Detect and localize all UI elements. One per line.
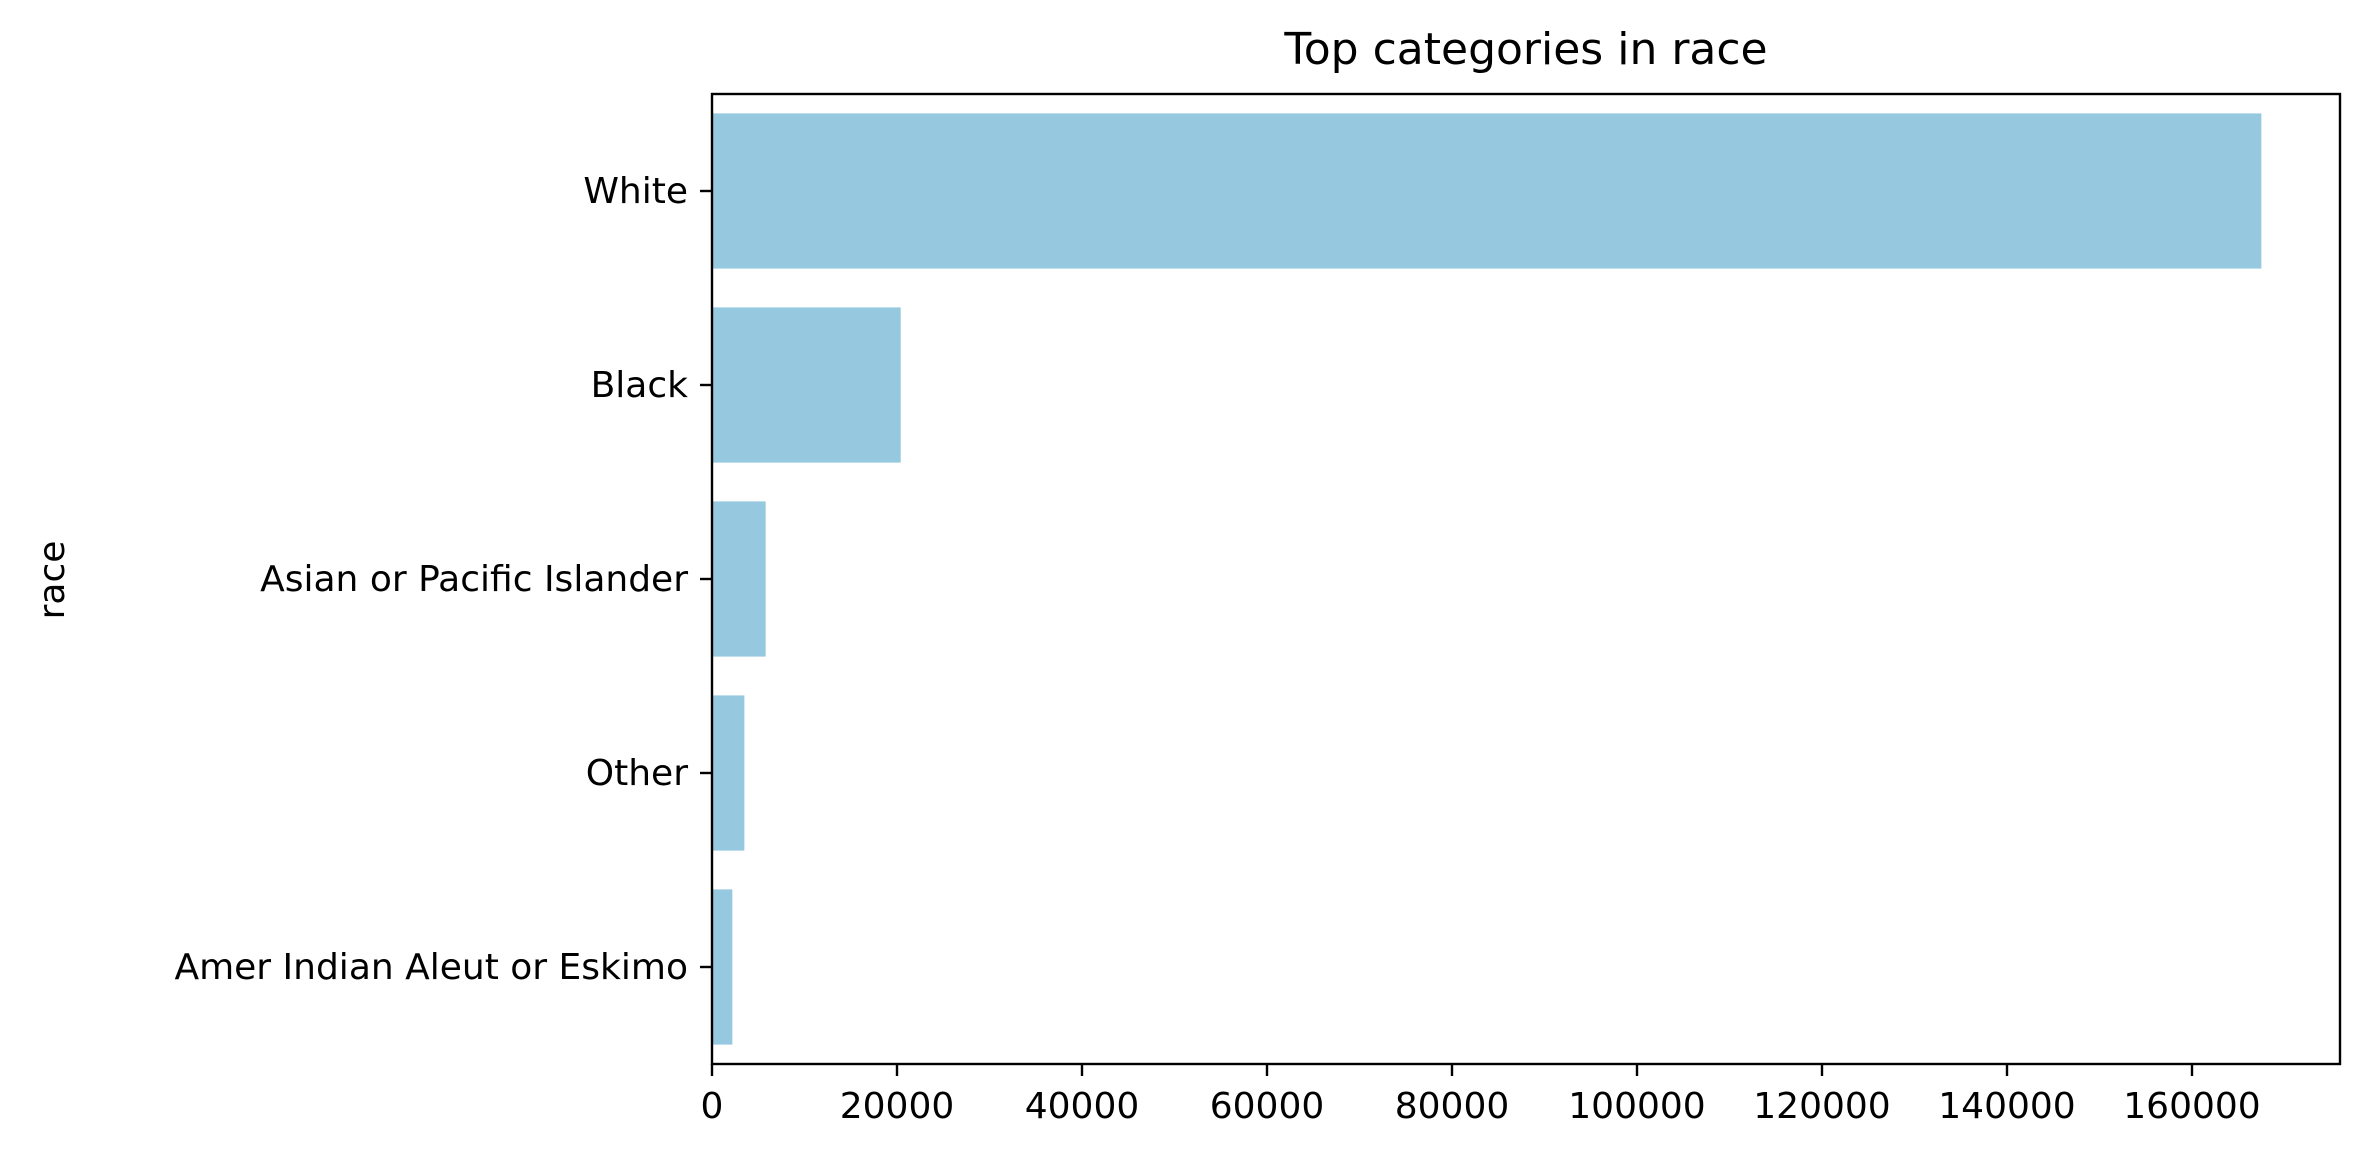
x-axis-ticks: 0 20000 40000 60000 80000 100000 120000 140000 1… bbox=[701, 1064, 2261, 1127]
x-tick-label: 0 bbox=[701, 1086, 724, 1127]
chart-title: Top categories in race bbox=[1283, 24, 1767, 75]
x-tick-label: 140000 bbox=[1938, 1086, 2075, 1127]
bar-white bbox=[712, 113, 2262, 269]
x-tick-label: 100000 bbox=[1568, 1086, 1705, 1127]
y-tick-label: Black bbox=[591, 365, 689, 406]
x-tick-label: 40000 bbox=[1025, 1086, 1140, 1127]
x-tick-label: 120000 bbox=[1753, 1086, 1890, 1127]
y-tick-label: Asian or Pacific Islander bbox=[260, 559, 688, 600]
bar-asian-or-pacific-islander bbox=[712, 501, 766, 657]
x-tick-label: 80000 bbox=[1395, 1086, 1510, 1127]
y-tick-label: White bbox=[583, 171, 688, 212]
bar-black bbox=[712, 307, 901, 463]
y-axis-label: race bbox=[32, 541, 73, 620]
y-tick-label: Amer Indian Aleut or Eskimo bbox=[174, 947, 688, 988]
x-tick-label: 60000 bbox=[1210, 1086, 1325, 1127]
y-tick-label: Other bbox=[586, 753, 688, 794]
x-tick-label: 20000 bbox=[840, 1086, 955, 1127]
bar-amer-indian-aleut-or-eskimo bbox=[712, 889, 733, 1045]
bars-group bbox=[712, 113, 2262, 1045]
x-tick-label: 160000 bbox=[2123, 1086, 2260, 1127]
y-axis-ticks: White Black Asian or Pacific Islander Other… bbox=[174, 171, 712, 988]
plot-frame bbox=[710, 92, 2342, 1066]
bar-other bbox=[712, 695, 745, 851]
